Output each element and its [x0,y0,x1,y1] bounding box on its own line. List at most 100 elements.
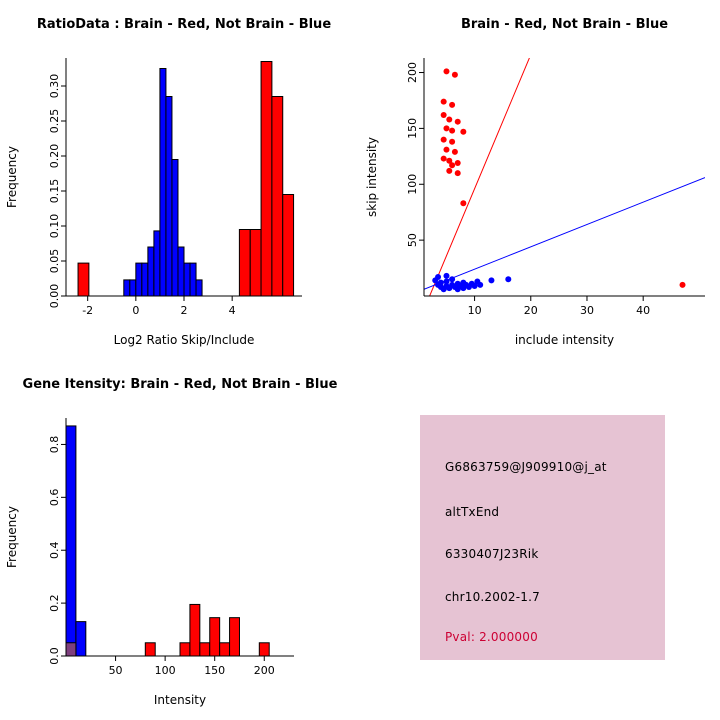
gene-info-box: G6863759@J909910@j_at altTxEnd 6330407J2… [420,415,665,660]
not_brain-point [449,276,456,283]
red-histogram-bar [258,642,270,657]
y-tick-label: 0.4 [48,541,61,559]
ratio-histogram-chart: -2 0 2 4 0.00 0.05 0.10 0.15 0.20 0.25 0.30 RatioDa… [5,17,331,347]
chart-title: Gene Itensity: Brain - Red, Not Brain - … [23,377,338,392]
blue-histogram-bar [165,96,173,297]
x-axis-label: include intensity [515,333,614,347]
blue-histogram-bar [171,159,179,297]
panel-intensity-scatter: 10 20 30 40 50 100 150 200 Brain - Red, Not Brai… [360,0,720,360]
brain-point [443,125,450,132]
brain-point [446,116,453,123]
not_brain-point [505,276,512,283]
red-histogram-bar [238,229,251,297]
y-tick-label: 0.05 [48,249,61,274]
x-tick-label: 150 [204,664,225,677]
x-tick-label: 30 [580,304,594,317]
blue-histogram-bar [159,68,167,297]
brain-point [679,281,686,288]
y-tick-label: 0.10 [48,214,61,239]
red-histogram-bar [219,642,231,657]
not-brain-fit-line [424,177,705,290]
red-histogram-bar [271,96,284,297]
y-tick-label: 0.00 [48,284,61,309]
brain-point [443,146,450,153]
brain-point [440,111,447,118]
event-type-text: altTxEnd [445,505,500,519]
not_brain-point [488,277,495,284]
chart-title: RatioData : Brain - Red, Not Brain - Blu… [37,17,331,32]
blue-histogram-bar [147,246,155,297]
brain-point [451,148,458,155]
panel-ratio-histogram: -2 0 2 4 0.00 0.05 0.10 0.15 0.20 0.25 0.30 RatioDa… [0,0,360,360]
gene-name-text: 6330407J23Rik [445,547,539,561]
red-histogram-bar [260,61,273,297]
brain-point [446,157,453,164]
red-histogram-bar [209,617,221,657]
panel-gene-histogram: 50 100 150 200 0.0 0.2 0.4 0.6 0.8 Gene Itensity:… [0,360,360,720]
brain-point [443,68,450,75]
brain-fit-line [429,58,530,296]
red-histogram-bar [179,642,191,657]
brain-point [440,155,447,162]
panel-gene-info: G6863759@J909910@j_at altTxEnd 6330407J2… [360,360,720,720]
brain-point [451,71,458,78]
blue-histogram-bar [153,230,161,297]
blue-histogram-bar [129,279,137,297]
blue-histogram-bar [75,621,87,657]
not_brain-point [443,272,450,279]
y-tick-label: 0.25 [48,109,61,134]
red-histogram-bar [189,603,201,657]
y-tick-label: 50 [406,233,419,247]
x-tick-label: 100 [155,664,176,677]
not_brain-point [435,274,442,281]
x-tick-label: 10 [468,304,482,317]
y-tick-label: 100 [406,174,419,195]
y-tick-label: 200 [406,62,419,83]
brain-point [449,127,456,134]
not_brain-point [477,281,484,288]
y-tick-label: 0.0 [48,647,61,665]
blue-histogram-bar [183,262,191,297]
y-axis-label: skip intensity [365,137,379,217]
gene-histogram-chart: 50 100 150 200 0.0 0.2 0.4 0.6 0.8 Gene Itensity:… [5,377,338,707]
y-tick-label: 0.8 [48,436,61,454]
red-histogram-bar [249,229,262,297]
blue-histogram-bar [135,262,143,297]
brain-point [454,160,461,167]
x-tick-label: -2 [82,304,93,317]
brain-point [446,167,453,174]
brain-point [449,138,456,145]
x-tick-label: 0 [132,304,139,317]
x-axis-label: Intensity [154,693,206,707]
blue-histogram-bar [65,425,77,657]
blue-histogram-bar [123,279,131,297]
y-tick-label: 0.2 [48,594,61,612]
brain-point [454,118,461,125]
red-histogram-bar [282,194,295,297]
x-tick-label: 200 [254,664,275,677]
y-axis-label: Frequency [5,146,19,208]
brain-point [449,101,456,108]
brain-point [454,170,461,177]
red-histogram-bar [144,642,156,657]
x-tick-label: 40 [636,304,650,317]
chart-title: Brain - Red, Not Brain - Blue [461,17,668,32]
y-tick-label: 0.30 [48,74,61,99]
brain-point [449,162,456,169]
probe-id-text: G6863759@J909910@j_at [445,460,607,474]
not_brain-point [437,279,444,286]
y-tick-label: 0.20 [48,144,61,169]
brain-point [440,136,447,143]
locus-text: chr10.2002-1.7 [445,590,540,604]
brain-point [440,98,447,105]
y-axis-label: Frequency [5,506,19,568]
pval-text: Pval: 2.000000 [445,630,538,644]
not_brain-point [443,278,450,285]
y-tick-label: 0.6 [48,489,61,507]
red-histogram-bar [229,617,240,657]
intensity-scatter-chart: 10 20 30 40 50 100 150 200 Brain - Red, Not Brai… [365,17,705,347]
blue-histogram-bar [177,246,185,297]
brain-point [460,200,467,207]
red-histogram-bar [199,642,211,657]
